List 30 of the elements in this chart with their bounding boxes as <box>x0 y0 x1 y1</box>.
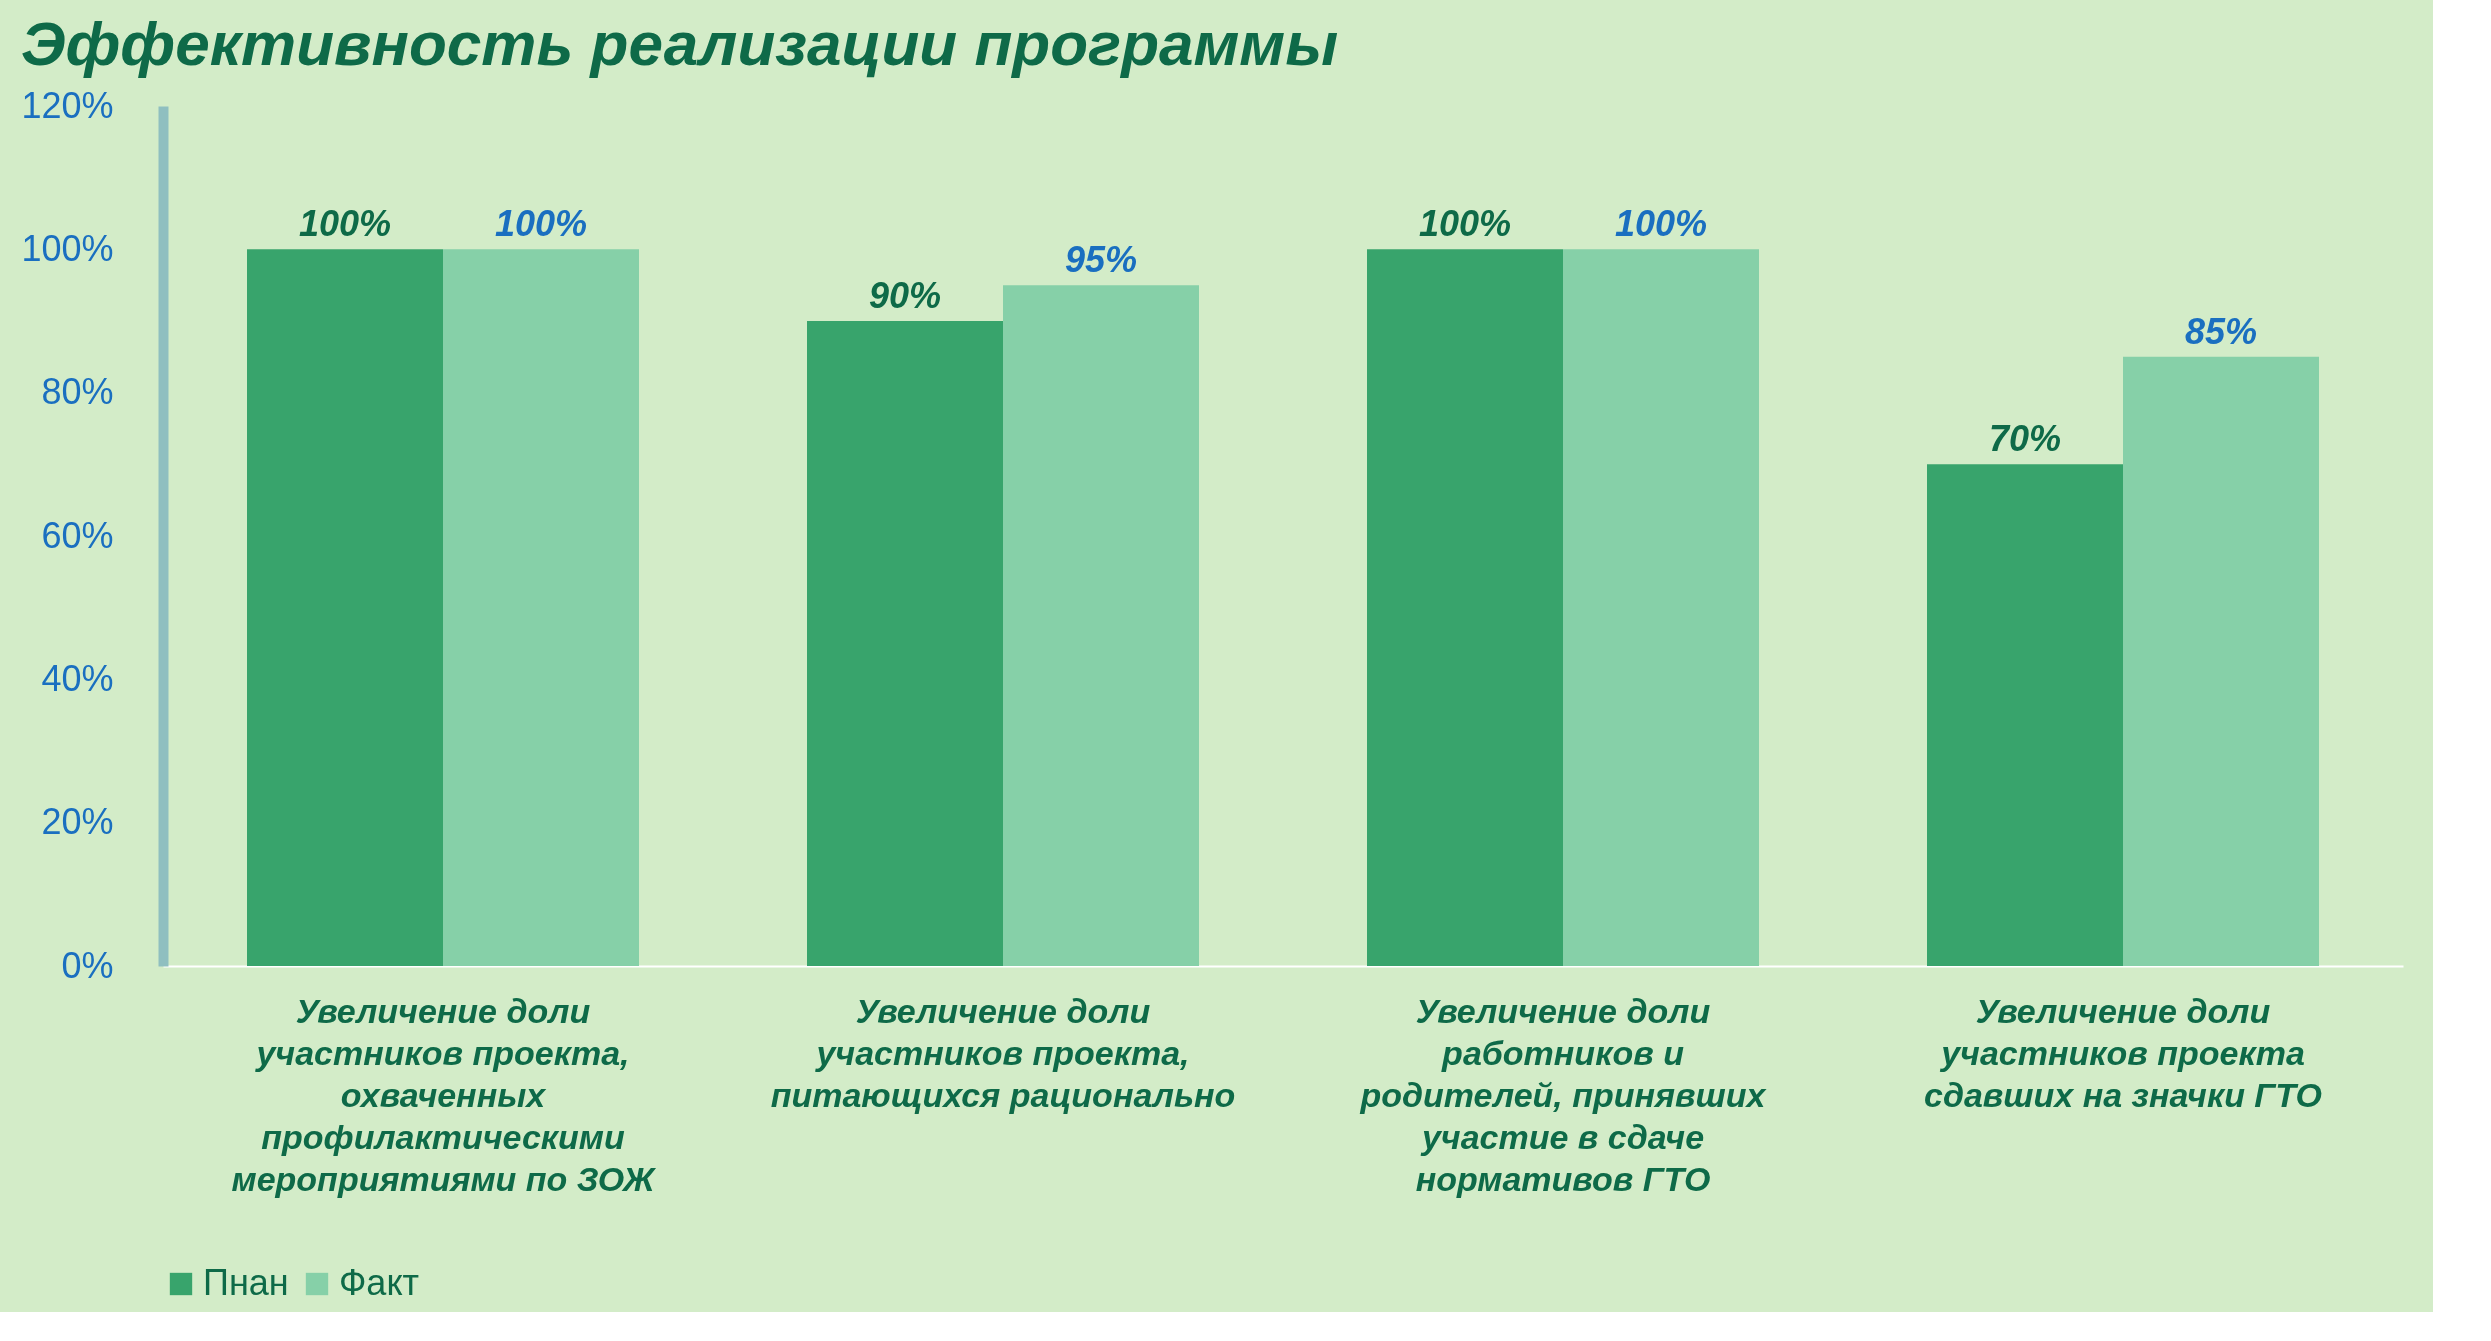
data-label: 100% <box>1418 203 1512 245</box>
data-label: 90% <box>868 275 942 316</box>
chart-title: Эффективность реализации программы <box>20 9 1339 78</box>
bar <box>807 321 1003 966</box>
y-tick-label: 60% <box>41 514 114 556</box>
data-label: 85% <box>2184 310 2258 352</box>
y-tick-label: 40% <box>41 657 114 699</box>
data-label: 100% <box>298 203 392 245</box>
x-tick-label: Увеличение доли участников проекта, питающихся рационально <box>770 992 1236 1114</box>
x-tick-label: Увеличение доли участников проекта сдавших на значки ГТО <box>1923 992 2323 1114</box>
data-label: 100% <box>494 203 588 245</box>
bar <box>443 249 639 966</box>
bar <box>247 249 443 966</box>
data-label: 100% <box>1614 203 1708 245</box>
x-tick-label: Увеличение доли участников проекта, охваченных профилактическими мероприятиями по ЗОЖ <box>231 992 657 1198</box>
legend-label: Факт <box>339 1262 420 1303</box>
data-label: 95% <box>1064 239 1138 281</box>
bar <box>2123 356 2319 966</box>
y-tick-label: 80% <box>41 371 114 413</box>
bar <box>1563 249 1759 966</box>
y-tick-label: 0% <box>61 944 114 986</box>
bar <box>1367 249 1563 966</box>
data-label: 70% <box>1988 418 2062 460</box>
y-tick-label: 20% <box>41 801 114 843</box>
y-tick-label: 100% <box>21 227 114 269</box>
x-tick-label: Увеличение доли работников и родителей, принявших участие в сдаче нормативов ГТО <box>1359 992 1768 1198</box>
bar <box>1927 464 2123 966</box>
y-tick-label: 120% <box>21 84 114 126</box>
bar <box>1003 285 1199 966</box>
legend-label: Пнан <box>203 1262 289 1303</box>
